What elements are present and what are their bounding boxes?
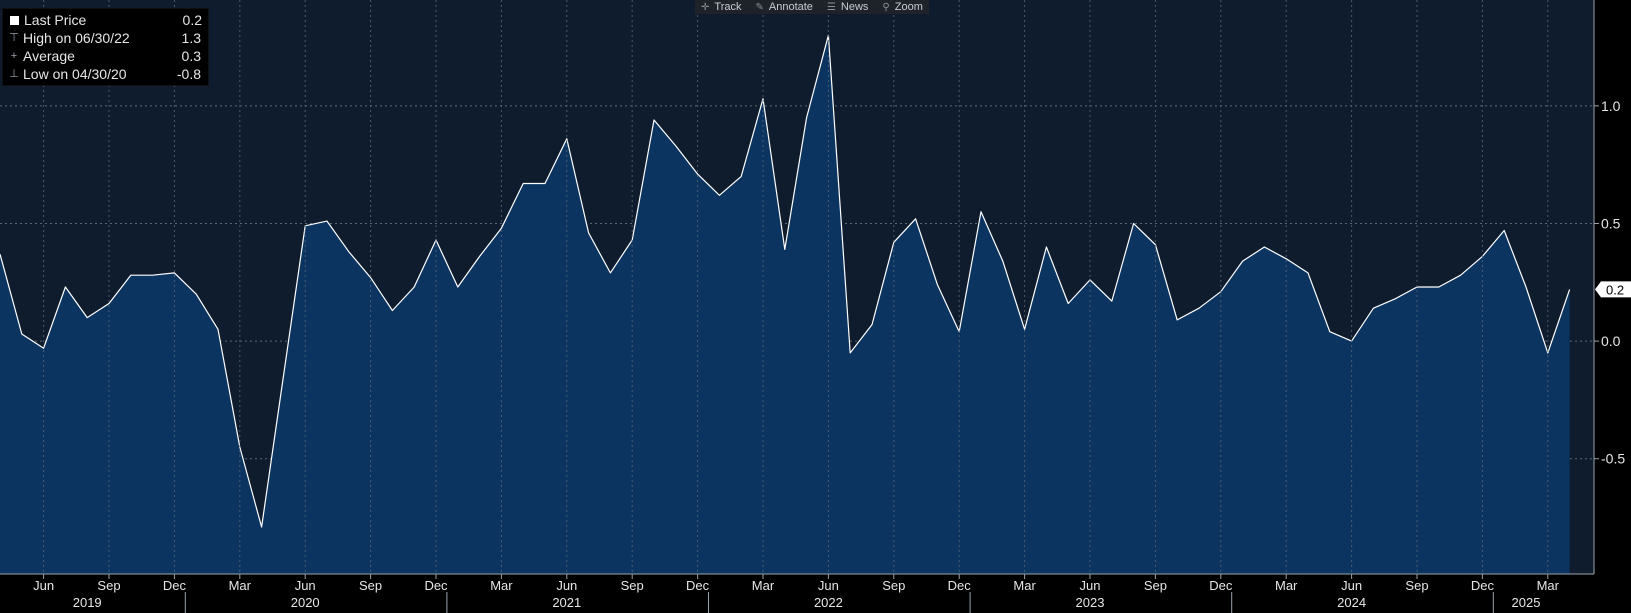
y-tick-label: 1.0 xyxy=(1601,98,1621,114)
x-tick-label: Sep xyxy=(359,578,382,593)
legend-label-high: High on 06/30/22 xyxy=(23,30,130,46)
year-label: 2022 xyxy=(814,595,843,610)
annotate-label: Annotate xyxy=(768,1,813,13)
area-fill xyxy=(0,35,1570,575)
high-marker-icon: ⊤ xyxy=(9,32,19,44)
year-label: 2021 xyxy=(552,595,581,610)
pencil-icon: ✎ xyxy=(755,1,764,13)
x-tick-label: Mar xyxy=(1013,578,1036,593)
news-label: News xyxy=(840,1,869,13)
zoom-label: Zoom xyxy=(894,1,923,13)
x-tick-label: Mar xyxy=(490,578,513,593)
legend-value-last: 0.2 xyxy=(182,12,202,28)
x-tick-label: Jun xyxy=(1341,578,1362,593)
track-label: Track xyxy=(714,1,742,13)
x-tick-label: Dec xyxy=(1209,578,1233,593)
chart-toolbar: ✛ Track ✎ Annotate ☰ News ⚲ Zoom xyxy=(695,0,929,14)
year-label: 2024 xyxy=(1337,595,1366,610)
x-tick-label: Jun xyxy=(556,578,577,593)
legend-row-high[interactable]: ⊤ High on 06/30/22 1.3 xyxy=(7,29,202,47)
area-series xyxy=(0,34,1571,575)
legend-value-high: 1.3 xyxy=(181,30,201,46)
x-tick-label: Sep xyxy=(1144,578,1167,593)
x-tick-label: Dec xyxy=(424,578,448,593)
legend-label-low: Low on 04/30/20 xyxy=(23,66,127,82)
low-marker-icon: ⊥ xyxy=(9,68,19,80)
x-tick-label: Dec xyxy=(1471,578,1495,593)
crosshair-icon: ✛ xyxy=(701,1,710,13)
vertical-grid xyxy=(43,0,1549,574)
news-icon: ☰ xyxy=(826,1,836,13)
last-value-marker: 0.2 xyxy=(1595,281,1631,298)
x-tick-label: Jun xyxy=(295,578,316,593)
legend: Last Price 0.2 ⊤ High on 06/30/22 1.3 + … xyxy=(2,8,209,86)
zoom-button[interactable]: ⚲ Zoom xyxy=(876,0,929,14)
year-label: 2023 xyxy=(1076,595,1105,610)
news-button[interactable]: ☰ News xyxy=(820,0,875,14)
legend-label-average: Average xyxy=(23,48,75,64)
y-tick-label: -0.5 xyxy=(1601,451,1625,467)
annotate-button[interactable]: ✎ Annotate xyxy=(749,0,819,14)
legend-row-average[interactable]: + Average 0.3 xyxy=(7,47,202,65)
x-tick-label: Dec xyxy=(948,578,972,593)
legend-value-average: 0.3 xyxy=(181,48,201,64)
year-label: 2019 xyxy=(73,595,102,610)
x-tick-label: Mar xyxy=(1537,578,1560,593)
year-label: 2020 xyxy=(291,595,320,610)
legend-label-last: Last Price xyxy=(24,12,87,28)
x-tick-label: Sep xyxy=(97,578,120,593)
x-tick-label: Dec xyxy=(163,578,187,593)
x-tick-label: Sep xyxy=(621,578,644,593)
year-label: 2025 xyxy=(1512,595,1541,610)
track-button[interactable]: ✛ Track xyxy=(695,0,748,14)
average-marker-icon: + xyxy=(10,50,18,62)
x-tick-label: Jun xyxy=(1080,578,1101,593)
x-tick-label: Dec xyxy=(686,578,710,593)
last-value-tag xyxy=(1595,281,1631,298)
legend-row-low[interactable]: ⊥ Low on 04/30/20 -0.8 xyxy=(7,65,202,83)
legend-value-low: -0.8 xyxy=(176,66,201,82)
x-tick-label: Jun xyxy=(33,578,54,593)
x-tick-label: Mar xyxy=(752,578,775,593)
y-axis: -0.5 0.0 0.5 1.0 xyxy=(1593,0,1625,574)
x-tick-label: Mar xyxy=(229,578,252,593)
last-value-label: 0.2 xyxy=(1606,282,1624,297)
legend-row-last[interactable]: Last Price 0.2 xyxy=(7,11,202,29)
x-tick-label: Jun xyxy=(818,578,839,593)
x-tick-label: Mar xyxy=(1275,578,1298,593)
y-tick-label: 0.5 xyxy=(1601,215,1621,231)
date-axis-background xyxy=(0,574,1594,613)
x-tick-label: Sep xyxy=(882,578,905,593)
x-tick-label: Sep xyxy=(1405,578,1428,593)
magnifier-icon: ⚲ xyxy=(882,1,890,13)
axis-background xyxy=(1594,0,1631,613)
y-tick-label: 0.0 xyxy=(1601,333,1621,349)
series-line xyxy=(0,34,1571,528)
square-icon xyxy=(10,15,19,25)
x-axis: Jun Sep Dec Mar Jun Sep Dec Mar Jun Sep Dec Mar Jun S… xyxy=(0,573,1594,613)
